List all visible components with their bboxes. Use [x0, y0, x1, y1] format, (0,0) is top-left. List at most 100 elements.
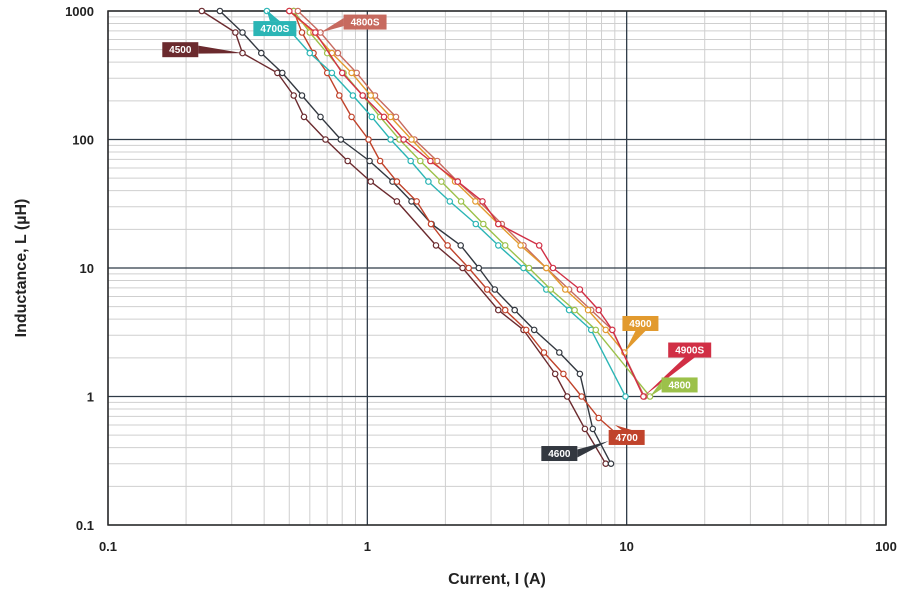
callout-text: 4900S	[675, 346, 704, 357]
callout-4900: 4900	[622, 316, 658, 353]
data-point-4900S	[313, 30, 318, 35]
data-point-4600	[367, 158, 372, 163]
callout-4800: 4800	[650, 377, 698, 396]
series-4600	[217, 8, 614, 466]
data-point-4800	[548, 287, 553, 292]
data-point-4700S	[521, 265, 526, 270]
data-point-4600	[217, 8, 222, 13]
x-tick-label: 100	[875, 539, 897, 554]
data-point-4700	[299, 30, 304, 35]
data-point-4500	[565, 394, 570, 399]
y-axis-tick-labels: 0.1 1 10 100 1000	[65, 4, 94, 533]
data-point-4900S	[360, 93, 365, 98]
data-point-4700S	[329, 70, 334, 75]
x-tick-label: 10	[619, 539, 633, 554]
data-point-4800	[572, 307, 577, 312]
data-point-4700	[503, 307, 508, 312]
data-point-4700S	[408, 158, 413, 163]
data-point-4500	[582, 426, 587, 431]
data-point-4700	[445, 243, 450, 248]
data-point-4500	[368, 179, 373, 184]
data-point-4700	[485, 287, 490, 292]
data-point-4900S	[610, 327, 615, 332]
series-line-4500	[202, 11, 606, 464]
data-point-4700S	[623, 394, 628, 399]
x-axis-title: Current, I (A)	[448, 571, 546, 588]
data-point-4700	[466, 265, 471, 270]
data-point-4800S	[393, 114, 398, 119]
data-point-4500	[460, 265, 465, 270]
data-point-4800	[593, 327, 598, 332]
data-point-4900S	[480, 199, 485, 204]
data-point-4500	[433, 243, 438, 248]
callout-pointer	[615, 425, 632, 430]
data-point-4900	[473, 199, 478, 204]
callout-text: 4500	[169, 45, 192, 56]
y-tick-label: 0.1	[76, 518, 94, 533]
data-point-4900S	[340, 70, 345, 75]
data-point-4900S	[381, 114, 386, 119]
series-4500	[199, 8, 608, 466]
data-point-4700S	[350, 93, 355, 98]
data-point-4800	[418, 158, 423, 163]
data-point-4600	[299, 93, 304, 98]
y-tick-label: 100	[72, 133, 94, 148]
y-axis-title: Inductance, L (µH)	[13, 199, 30, 338]
data-point-4800	[458, 199, 463, 204]
series-line-4800S	[298, 11, 644, 397]
data-point-4600	[532, 327, 537, 332]
data-point-4900	[388, 114, 393, 119]
data-point-4600	[458, 243, 463, 248]
y-tick-label: 10	[80, 261, 94, 276]
callout-text: 4700	[616, 433, 639, 444]
callout-text: 4800	[668, 380, 691, 391]
data-point-4700	[377, 158, 382, 163]
data-point-4700S	[496, 243, 501, 248]
data-point-4700	[428, 221, 433, 226]
data-point-4600	[409, 199, 414, 204]
data-point-4700	[394, 179, 399, 184]
data-point-4900S	[577, 287, 582, 292]
data-point-4600	[476, 265, 481, 270]
x-tick-label: 0.1	[99, 539, 117, 554]
data-point-4700S	[426, 179, 431, 184]
data-point-4600	[338, 137, 343, 142]
y-tick-label: 1	[87, 390, 94, 405]
data-point-4700S	[447, 199, 452, 204]
x-axis-tick-labels: 0.1 1 10 100	[99, 539, 897, 554]
data-point-4900S	[401, 137, 406, 142]
data-point-4500	[496, 307, 501, 312]
data-point-4700S	[307, 50, 312, 55]
data-point-4900	[349, 70, 354, 75]
data-point-4700	[337, 93, 342, 98]
data-point-4700S	[369, 114, 374, 119]
data-point-4500	[301, 114, 306, 119]
data-point-4700	[541, 350, 546, 355]
data-point-4900	[368, 93, 373, 98]
data-point-4900S	[596, 307, 601, 312]
data-point-4900	[518, 243, 523, 248]
data-point-4800	[526, 265, 531, 270]
callout-pointer	[321, 18, 344, 32]
data-point-4900	[544, 265, 549, 270]
callout-pointer	[624, 331, 645, 353]
data-point-4600	[280, 70, 285, 75]
data-point-4600	[318, 114, 323, 119]
data-point-4600	[492, 287, 497, 292]
data-point-4800	[481, 221, 486, 226]
data-point-4700	[366, 137, 371, 142]
callout-text: 4600	[548, 449, 571, 460]
series-4900S	[287, 8, 647, 399]
data-point-4600	[259, 50, 264, 55]
data-point-4700	[579, 394, 584, 399]
data-point-4700S	[566, 307, 571, 312]
data-point-4900S	[550, 265, 555, 270]
series-layer	[199, 8, 653, 466]
callout-text: 4900	[629, 319, 652, 330]
data-point-4600	[590, 426, 595, 431]
callout-text: 4700S	[260, 24, 289, 35]
data-point-4700S	[388, 137, 393, 142]
y-tick-label: 1000	[65, 4, 94, 19]
data-point-4800S	[335, 50, 340, 55]
